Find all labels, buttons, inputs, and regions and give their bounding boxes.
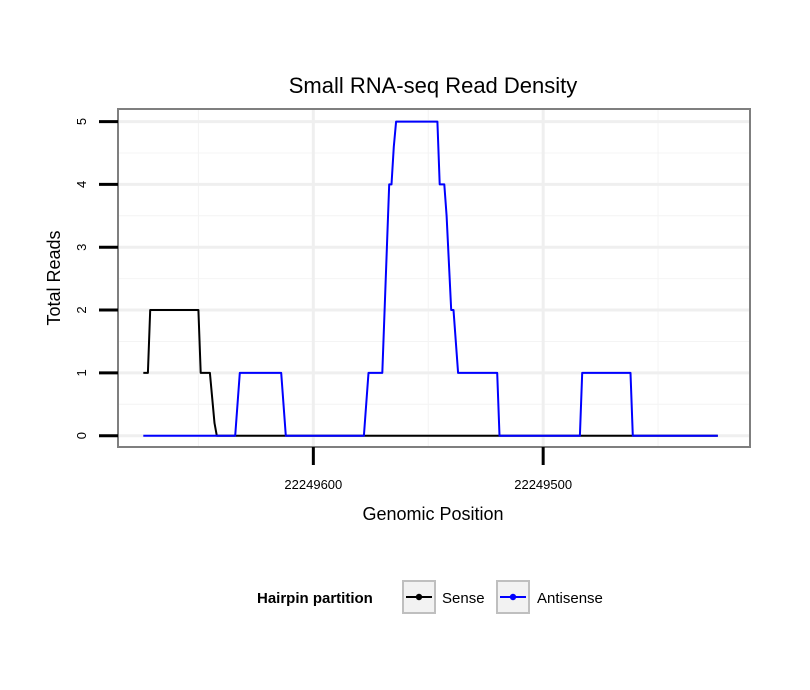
legend-key-antisense [496, 580, 530, 614]
x-tick-label-0: 22249600 [284, 477, 342, 492]
chart-title: Small RNA-seq Read Density [289, 73, 578, 98]
y-tick-label-4: 4 [74, 181, 89, 188]
series-line-antisense [143, 120, 718, 437]
y-tick-label-3: 3 [74, 244, 89, 251]
legend-label-antisense: Antisense [537, 590, 603, 607]
legend-key-sense [402, 580, 436, 614]
x-axis-title: Genomic Position [362, 504, 503, 524]
legend-title: Hairpin partition [257, 590, 373, 607]
legend: Hairpin partition Sense Antisense [257, 580, 603, 614]
series-line-sense [143, 309, 718, 437]
series-lines [143, 120, 718, 437]
y-axis-title: Total Reads [44, 230, 64, 325]
legend-label-sense: Sense [442, 590, 485, 607]
x-axis: 22249600 22249500 [284, 447, 572, 492]
y-tick-label-1: 1 [74, 369, 89, 376]
plot-border [117, 108, 751, 448]
y-tick-label-2: 2 [74, 306, 89, 313]
y-tick-label-0: 0 [74, 432, 89, 439]
x-tick-label-1: 22249500 [514, 477, 572, 492]
y-axis: 0 1 2 3 4 5 [74, 118, 118, 439]
y-tick-label-5: 5 [74, 118, 89, 125]
